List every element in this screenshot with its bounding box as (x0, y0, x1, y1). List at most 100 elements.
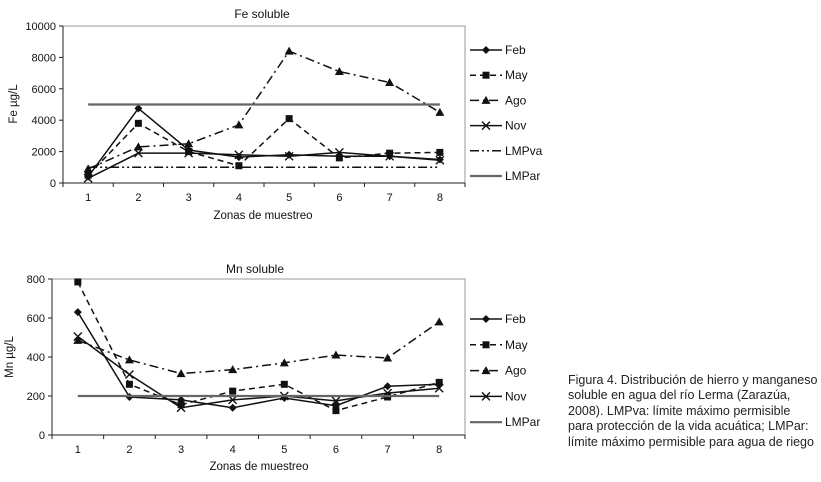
y-axis-label: Fe µg/L (8, 84, 20, 124)
series-ago-point (284, 46, 294, 55)
legend-label-nov: Nov (505, 389, 526, 403)
series-may-point (229, 387, 237, 395)
series-ago-point (133, 142, 143, 151)
chart-title: Fe soluble (234, 7, 290, 21)
legend-label-lmpva: LMPva (505, 144, 543, 158)
series-feb-point (285, 150, 294, 159)
legend-label-may: May (505, 338, 528, 352)
series-nov-point (73, 332, 83, 342)
series-ago-point (435, 107, 445, 116)
y-tick-label: 400 (27, 352, 45, 364)
x-tick-label: 5 (286, 192, 292, 204)
x-tick-label: 6 (333, 444, 339, 456)
legend-marker-nov (481, 391, 491, 401)
series-ago-point (83, 164, 93, 173)
series-nov-point (176, 403, 186, 413)
legend-marker-feb (482, 46, 490, 54)
series-may-point (185, 148, 193, 156)
series-feb-point (134, 104, 143, 113)
series-ago-point (234, 120, 244, 129)
series-ago-point (228, 365, 238, 374)
series-may-point (435, 378, 443, 386)
y-tick-label: 8000 (32, 52, 56, 64)
series-may-line (77, 281, 440, 412)
legend-marker-may (482, 71, 490, 79)
x-tick-label: 3 (178, 444, 184, 456)
y-tick-label: 6000 (32, 84, 56, 96)
series-may-point (332, 407, 340, 415)
series-may-point (335, 154, 343, 162)
series-ago (83, 46, 445, 173)
series-feb (84, 104, 444, 181)
series-nov-point (133, 148, 143, 158)
mn-chart: 0 200 400 600 800 1 2 3 4 5 6 7 8 Mn soluble Zonas de … (4, 262, 540, 473)
legend-marker-ago (481, 366, 491, 375)
series-feb-line (77, 311, 440, 409)
series-feb-line (87, 107, 440, 178)
y-tick-label: 600 (27, 313, 45, 325)
series-may (84, 115, 444, 179)
series-nov-point (385, 151, 395, 161)
x-tick-label: 4 (230, 444, 236, 456)
series-ago-point (434, 317, 444, 326)
legend-marker-may (482, 341, 490, 349)
series-nov-point (334, 147, 344, 157)
series-nov-point (284, 151, 294, 161)
x-tick-label: 8 (436, 444, 442, 456)
x-tick-label: 3 (186, 192, 192, 204)
series-may-point (285, 115, 293, 123)
x-tick-label: 5 (281, 444, 287, 456)
series-may-point (177, 401, 185, 409)
y-tick-label: 0 (39, 430, 45, 442)
series-ago-point (334, 67, 344, 76)
series-may-line (87, 117, 440, 176)
legend-label-ago: Ago (505, 364, 527, 378)
x-tick-label: 2 (135, 192, 141, 204)
legend-label-may: May (505, 68, 528, 82)
series-feb-point (383, 382, 392, 391)
series-ago-point (279, 358, 289, 367)
x-tick-label: 4 (236, 192, 242, 204)
y-tick-label: 2000 (32, 147, 56, 159)
series-nov-point (331, 396, 341, 406)
series-may-point (280, 380, 288, 388)
series-may-point (125, 380, 133, 388)
y-tick-label: 200 (27, 391, 45, 403)
series-ago-point (124, 355, 134, 364)
series-nov-point (434, 383, 444, 393)
y-tick-label: 800 (27, 274, 45, 286)
y-tick-label: 10000 (25, 21, 56, 33)
series-ago-point (331, 350, 341, 359)
series-may-point (84, 171, 92, 179)
series-nov-point (124, 370, 134, 380)
figure-caption: Figura 4. Distribución de hierro y manga… (568, 373, 818, 449)
series-may-point (436, 148, 444, 156)
legend-label-feb: Feb (505, 43, 526, 57)
legend-marker-ago (481, 95, 491, 104)
series-nov-point (83, 173, 93, 183)
series-may-point (134, 119, 142, 127)
x-tick-label: 7 (385, 444, 391, 456)
x-tick-label: 2 (126, 444, 132, 456)
series-ago-point (184, 139, 194, 148)
x-tick-label: 8 (437, 192, 443, 204)
x-tick-label: 1 (85, 192, 91, 204)
y-tick-label: 4000 (32, 115, 56, 127)
legend-label-lmpar: LMPar (505, 415, 540, 429)
series-nov (83, 147, 445, 183)
x-axis-label: Zonas de muestreo (209, 461, 308, 473)
series-feb-point (73, 308, 82, 317)
legend-marker-nov (481, 121, 491, 131)
x-tick-label: 1 (75, 444, 81, 456)
y-axis-label: Mn µg/L (4, 336, 16, 378)
series-nov-line (87, 151, 440, 179)
series-may-point (235, 162, 243, 170)
series-ago-point (383, 353, 393, 362)
series-may-point (74, 278, 82, 286)
legend-marker-feb (482, 315, 490, 323)
series-nov-point (234, 150, 244, 160)
legend-label-nov: Nov (505, 119, 526, 133)
chart-title: Mn soluble (226, 262, 284, 276)
series-nov-point (228, 395, 238, 405)
